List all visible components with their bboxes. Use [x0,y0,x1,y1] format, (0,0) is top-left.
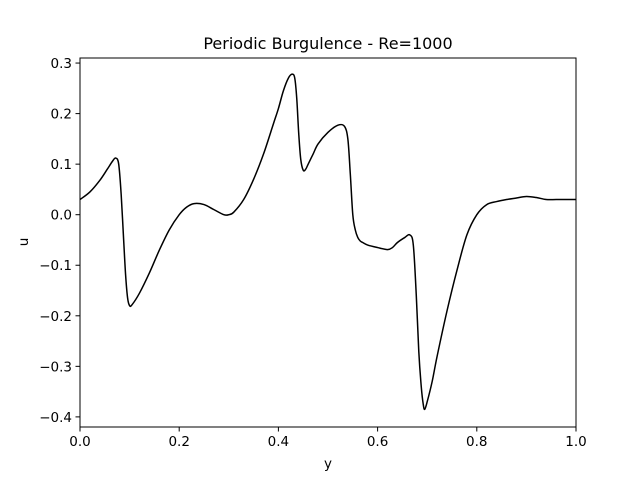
x-tick-label: 0.4 [268,434,289,450]
y-axis-ticks: −0.4 −0.3 −0.2 −0.1 0.0 0.1 0.2 0.3 [39,56,80,426]
series-line [79,73,576,411]
y-tick-label: 0.1 [51,157,72,173]
x-tick-label: 0.8 [466,434,487,450]
y-axis-label: u [16,238,32,247]
x-axis-ticks: 0.0 0.2 0.4 0.6 0.8 1.0 [69,427,587,450]
x-tick-label: 0.2 [168,434,189,450]
chart-title: Periodic Burgulence - Re=1000 [203,34,452,53]
x-tick-label: 0.6 [367,434,388,450]
y-tick-label: 0.3 [51,56,72,72]
y-tick-label: −0.1 [39,258,72,274]
y-tick-label: −0.2 [39,309,72,325]
y-tick-label: −0.4 [39,410,72,426]
x-tick-label: 1.0 [565,434,586,450]
y-tick-label: −0.3 [39,359,72,375]
plot-frame [79,57,577,428]
x-axis-label: y [324,456,332,472]
y-tick-label: 0.2 [51,107,72,123]
plot-area [79,73,576,411]
y-tick-label: 0.0 [51,208,72,224]
x-tick-label: 0.0 [69,434,90,450]
